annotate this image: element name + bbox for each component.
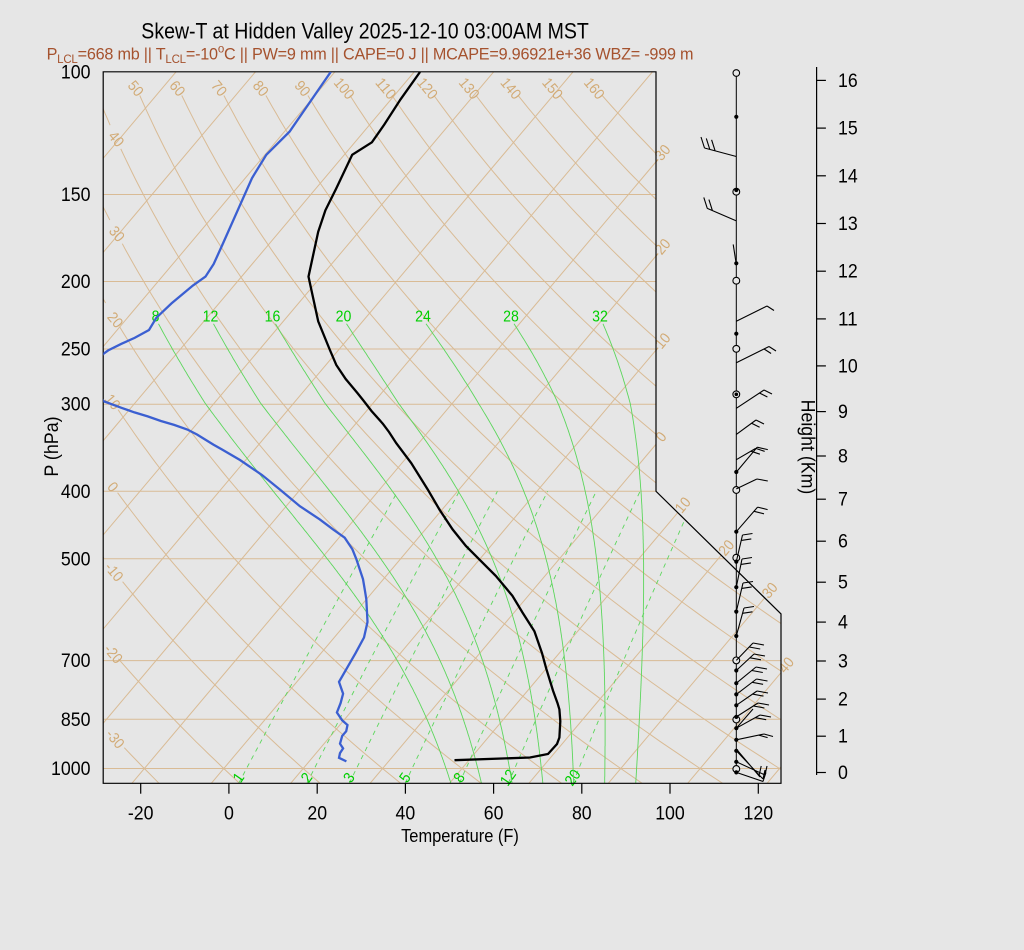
svg-text:400: 400 — [61, 481, 91, 503]
svg-text:12: 12 — [838, 261, 858, 283]
svg-text:1000: 1000 — [51, 758, 91, 780]
svg-text:700: 700 — [61, 650, 91, 672]
svg-text:300: 300 — [61, 394, 91, 416]
svg-text:0: 0 — [838, 762, 848, 784]
svg-text:100: 100 — [655, 803, 685, 825]
svg-text:2: 2 — [838, 689, 848, 711]
svg-text:10: 10 — [838, 355, 858, 377]
svg-text:3: 3 — [838, 651, 848, 673]
svg-text:6: 6 — [838, 531, 848, 553]
svg-text:PLCL=668 mb || TLCL=-10oC || P: PLCL=668 mb || TLCL=-10oC || PW=9 mm || … — [47, 44, 694, 66]
svg-text:20: 20 — [307, 803, 327, 825]
svg-text:60: 60 — [484, 803, 504, 825]
svg-text:Temperature (F): Temperature (F) — [401, 826, 519, 846]
svg-text:9: 9 — [838, 401, 848, 423]
svg-text:150: 150 — [61, 184, 91, 206]
svg-text:100: 100 — [61, 61, 91, 83]
svg-text:80: 80 — [572, 803, 592, 825]
svg-text:24: 24 — [415, 309, 431, 326]
svg-text:40: 40 — [396, 803, 416, 825]
svg-text:250: 250 — [61, 339, 91, 361]
svg-text:32: 32 — [592, 309, 608, 326]
svg-text:4: 4 — [838, 612, 848, 634]
svg-text:200: 200 — [61, 271, 91, 293]
svg-text:12: 12 — [203, 309, 219, 326]
svg-text:8: 8 — [838, 446, 848, 468]
svg-text:16: 16 — [838, 70, 858, 92]
svg-text:15: 15 — [838, 118, 858, 140]
svg-text:16: 16 — [265, 309, 281, 326]
svg-text:P (hPa): P (hPa) — [41, 416, 63, 476]
svg-text:0: 0 — [224, 803, 234, 825]
svg-text:7: 7 — [838, 489, 848, 511]
svg-text:14: 14 — [838, 165, 858, 187]
svg-text:Height (Km): Height (Km) — [797, 400, 819, 495]
svg-text:13: 13 — [838, 213, 858, 235]
svg-text:500: 500 — [61, 548, 91, 570]
svg-text:120: 120 — [744, 803, 774, 825]
svg-text:11: 11 — [838, 308, 858, 330]
svg-text:1: 1 — [838, 726, 848, 748]
svg-text:28: 28 — [503, 309, 519, 326]
svg-text:5: 5 — [838, 572, 848, 594]
svg-text:-20: -20 — [128, 803, 154, 825]
svg-text:Skew-T at Hidden Valley 2025-1: Skew-T at Hidden Valley 2025-12-10 03:00… — [141, 19, 589, 44]
svg-text:850: 850 — [61, 709, 91, 731]
svg-text:20: 20 — [336, 309, 352, 326]
